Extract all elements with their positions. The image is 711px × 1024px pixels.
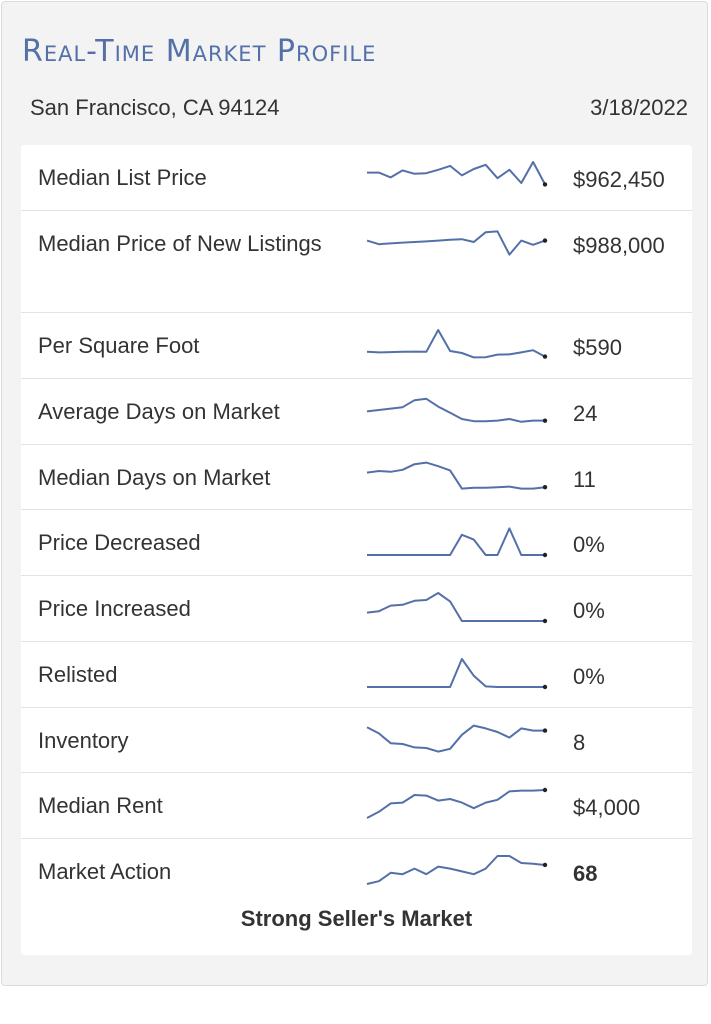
sparkline [366,855,548,885]
metric-value: $4,000 [573,795,641,820]
sparkline-endpoint [542,418,548,423]
sparkline-path [366,461,546,490]
sparkline-path [366,329,546,359]
page-title: Real-Time Market Profile [22,34,377,69]
sparkline-endpoint [542,728,548,733]
sparkline-endpoint [542,618,548,624]
metric-row-per-square-foot: Per Square Foot $590 [21,313,692,379]
metric-label: Median Rent [38,793,163,818]
sparkline [367,658,548,690]
sparkline-path [366,789,546,819]
metric-label: Market Action [38,859,172,884]
metric-label: Median Price of New Listings [38,231,322,256]
metric-row-price-increased: Price Increased 0% [21,576,692,642]
metrics-table: Median List Price $962,450 Median Price … [21,145,692,955]
sparkline-endpoint [542,552,548,558]
metric-value: $962,450 [573,167,665,192]
metric-row-inventory: Inventory 8 [21,708,692,773]
sparkline-path [366,230,546,256]
sparkline [366,787,548,819]
sparkline [367,161,548,187]
market-action-score: 68 [573,861,598,886]
sparkline [367,527,548,558]
metric-row-market-action: Market Action 68 [21,839,692,955]
metric-row-relisted: Relisted 0% [21,642,692,708]
metric-value: 24 [573,401,598,426]
sparkline-path [366,592,545,622]
sparkline-endpoint [542,862,548,868]
metric-value: 0% [573,664,605,689]
sparkline-path [366,397,545,423]
metric-label: Price Increased [38,596,191,621]
metric-label: Per Square Foot [38,333,200,358]
sparkline [366,397,548,423]
metric-row-average-days-on-market: Average Days on Market 24 [21,379,692,445]
market-profile-card: Real-Time Market Profile San Francisco, … [1,1,708,986]
sparkline-path [366,724,545,753]
metric-label: Price Decreased [38,530,201,555]
metric-value: 0% [573,532,605,557]
sparkline-path [367,658,545,688]
metric-label: Average Days on Market [38,399,280,424]
location-text: San Francisco, CA 94124 [30,95,280,120]
sparkline [366,724,548,753]
metric-value: 0% [573,598,605,623]
metric-value: 8 [573,730,586,755]
metric-value: 11 [573,467,596,492]
metric-label: Inventory [38,728,129,753]
metric-row-median-rent: Median Rent $4,000 [21,773,692,839]
sparkline [366,592,548,624]
sparkline-path [367,527,545,556]
report-date: 3/18/2022 [590,95,688,120]
sparkline-endpoint [542,485,548,490]
sparkline-endpoint [542,787,548,793]
sparkline-endpoint [542,354,548,359]
metric-row-median-days-on-market: Median Days on Market 11 [21,445,692,510]
sparkline [366,230,548,256]
metric-value: $988,000 [573,233,665,258]
metric-label: Median Days on Market [38,465,271,490]
sparkline-path [366,855,546,885]
sparkline [366,329,548,359]
metric-row-median-list-price: Median List Price $962,450 [21,145,692,211]
sparkline-endpoint [542,182,548,187]
sparkline-path [367,161,546,185]
metric-row-median-price-new-listings: Median Price of New Listings $988,000 [21,211,692,313]
sparkline-endpoint [542,238,548,243]
sparkline-endpoint [542,684,548,690]
metric-label: Median List Price [38,165,207,190]
sparkline [366,461,548,490]
metric-label: Relisted [38,662,118,687]
metric-row-price-decreased: Price Decreased 0% [21,510,692,576]
metric-value: $590 [573,335,622,360]
market-verdict: Strong Seller's Market [240,906,473,931]
